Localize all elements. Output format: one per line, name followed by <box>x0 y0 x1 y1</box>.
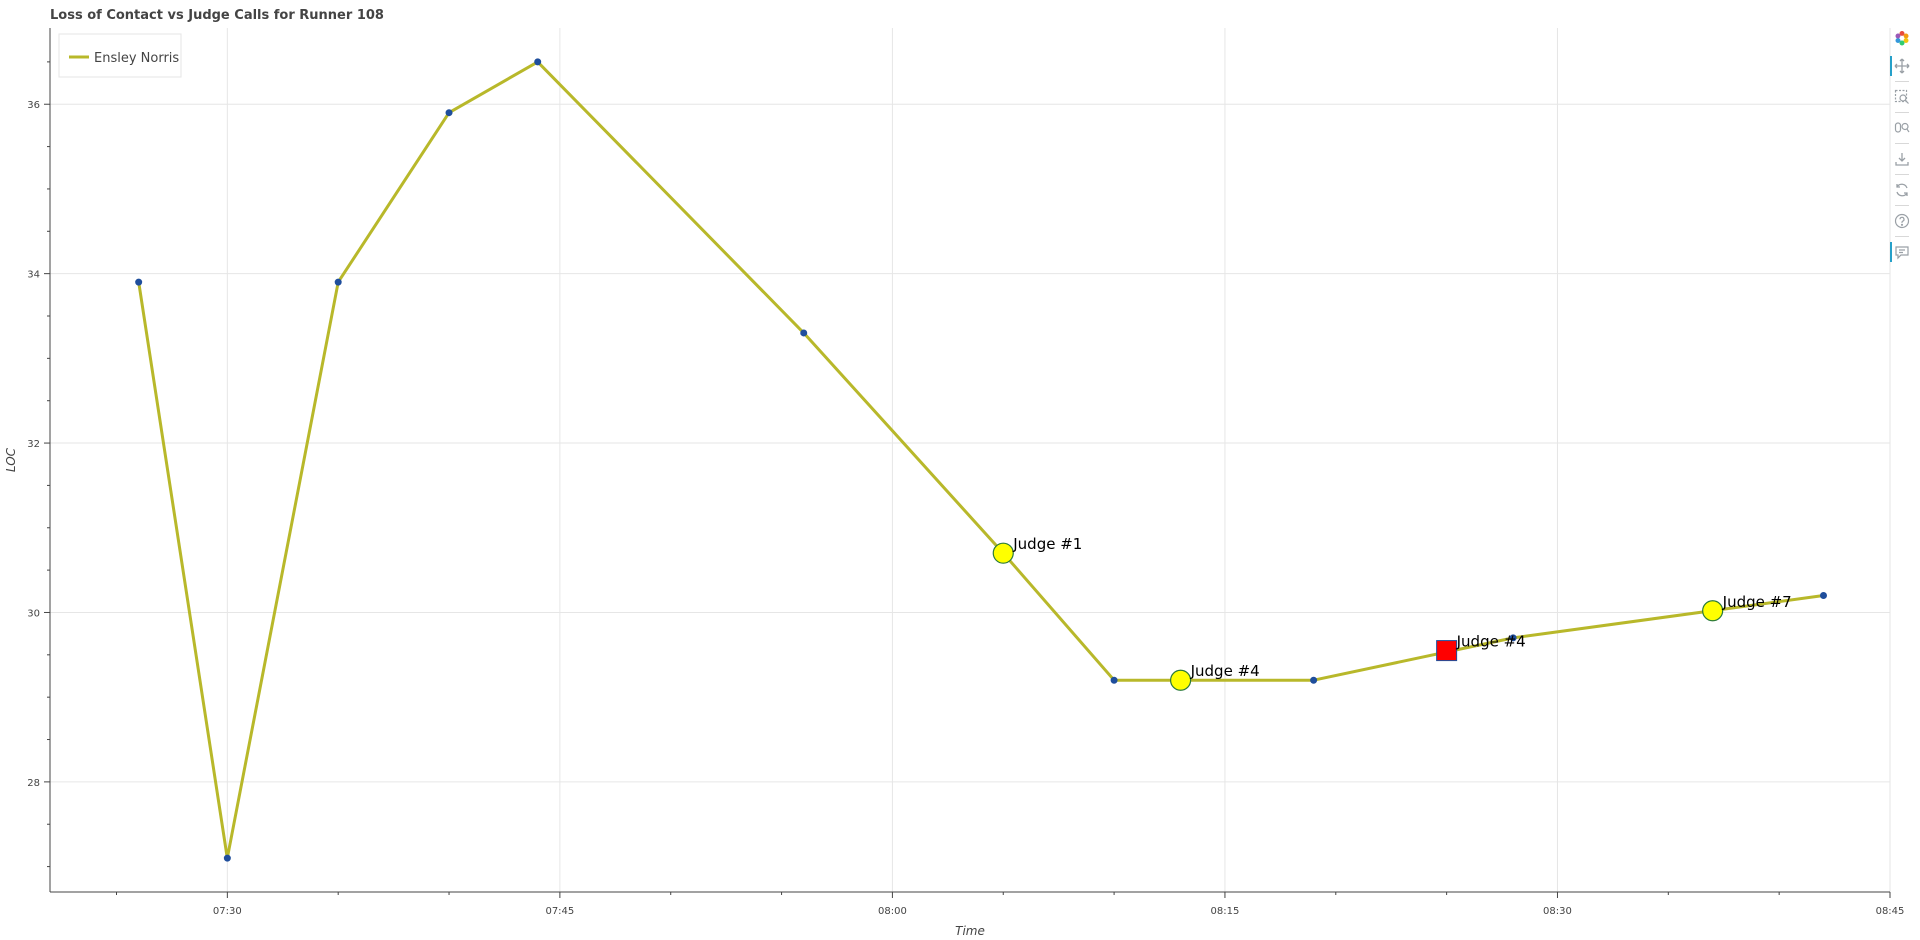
data-point <box>1310 676 1318 684</box>
judge-call-label: Judge #1 <box>1012 535 1082 553</box>
x-ticks: 07:30 07:45 08:00 08:15 08:30 08:45 <box>116 892 1905 917</box>
help-icon[interactable] <box>1888 207 1916 235</box>
x-tick-label: 08:00 <box>878 906 907 917</box>
chart-title: Loss of Contact vs Judge Calls for Runne… <box>50 8 384 23</box>
data-point <box>445 109 453 117</box>
y-ticks: 28 30 32 34 36 <box>27 61 50 868</box>
toolbar-separator <box>1895 205 1909 206</box>
judge-call-marker <box>1702 600 1724 622</box>
data-point <box>534 58 542 66</box>
y-tick-label: 34 <box>27 270 40 281</box>
x-tick-label: 07:45 <box>545 906 574 917</box>
series-line <box>137 60 1824 860</box>
judge-call-marker <box>992 542 1014 564</box>
axes <box>49 28 1890 893</box>
pan-icon[interactable] <box>1888 52 1916 80</box>
reset-icon[interactable] <box>1888 176 1916 204</box>
save-icon[interactable] <box>1888 145 1916 173</box>
data-point <box>135 278 143 286</box>
judge-call-marker <box>1170 669 1192 691</box>
legend-item-ensley-norris[interactable]: Ensley Norris <box>94 51 179 66</box>
toolbar-separator <box>1895 174 1909 175</box>
chart-toolbar <box>1888 24 1916 266</box>
judge-call-label: Judge #7 <box>1722 593 1792 611</box>
judge-calls-layer: Judge #1 Judge #4 Judge #4 Judge #7 <box>992 535 1792 691</box>
judge-call-label: Judge #4 <box>1456 633 1526 651</box>
data-point <box>1110 676 1118 684</box>
grid <box>50 28 1891 892</box>
x-axis-label: Time <box>955 924 985 938</box>
data-point <box>334 278 342 286</box>
data-point <box>1509 634 1517 642</box>
y-tick-label: 30 <box>27 608 40 619</box>
data-point <box>800 329 808 337</box>
judge-call-marker <box>1436 640 1458 662</box>
judge-call-label: Judge #4 <box>1190 662 1260 680</box>
y-tick-label: 36 <box>27 100 40 111</box>
x-tick-label: 08:45 <box>1876 906 1905 917</box>
y-tick-label: 28 <box>27 778 40 789</box>
x-tick-label: 08:30 <box>1543 906 1572 917</box>
toolbar-separator <box>1895 143 1909 144</box>
hover-icon[interactable] <box>1888 238 1916 266</box>
y-tick-label: 32 <box>27 439 40 450</box>
x-tick-label: 07:30 <box>213 906 242 917</box>
series-layer <box>135 58 1827 862</box>
legend[interactable]: Ensley Norris <box>58 33 182 78</box>
data-point <box>223 854 231 862</box>
bokeh-logo-icon[interactable] <box>1888 24 1916 52</box>
x-tick-label: 08:15 <box>1211 906 1240 917</box>
toolbar-separator <box>1895 236 1909 237</box>
toolbar-separator <box>1895 112 1909 113</box>
data-point <box>1819 592 1827 600</box>
y-axis-label: LOC <box>4 447 18 472</box>
wheel-zoom-icon[interactable] <box>1888 114 1916 142</box>
toolbar-separator <box>1895 81 1909 82</box>
box-zoom-icon[interactable] <box>1888 83 1916 111</box>
